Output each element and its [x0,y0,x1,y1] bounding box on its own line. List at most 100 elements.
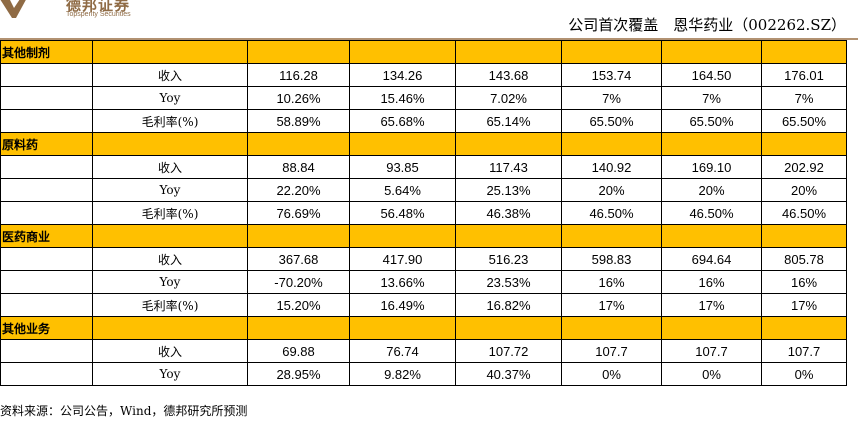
table-row: 收入 116.28 134.26 143.68 153.74 164.50 176.01 [0,63,847,87]
value-cell: 20% [761,178,847,202]
value-cell: 65.50% [761,109,847,133]
value-cell: 164.50 [661,63,762,87]
table-row: Yoy 22.20% 5.64% 25.13% 20% 20% 20% [0,178,847,202]
value-cell: 516.23 [455,247,562,271]
section-empty-cell [247,316,350,340]
row-empty-cell [0,63,93,87]
metric-label: 收入 [92,247,248,271]
section-name: 原料药 [0,132,93,156]
value-cell: 9.82% [349,362,456,386]
value-cell: 7% [661,86,762,110]
section-empty-cell [561,132,662,156]
page-header: 德邦证券 Topsperity Securities 公司首次覆盖 恩华药业（0… [0,0,858,40]
value-cell: 46.50% [661,201,762,225]
section-empty-cell [661,132,762,156]
section-name: 其他制剂 [0,40,93,64]
value-cell: 202.92 [761,155,847,179]
value-cell: 46.50% [561,201,662,225]
value-cell: 107.7 [761,339,847,363]
table-row: 毛利率(%) 15.20% 16.49% 16.82% 17% 17% 17% [0,293,847,317]
section-empty-cell [761,132,847,156]
table-row: Yoy 28.95% 9.82% 40.37% 0% 0% 0% [0,362,847,386]
value-cell: 23.53% [455,270,562,294]
value-cell: 0% [561,362,662,386]
metric-label: Yoy [92,86,248,110]
value-cell: 65.50% [561,109,662,133]
value-cell: 153.74 [561,63,662,87]
value-cell: 598.83 [561,247,662,271]
value-cell: 5.64% [349,178,456,202]
value-cell: 176.01 [761,63,847,87]
section-empty-cell [349,40,456,64]
metric-label: 收入 [92,339,248,363]
section-empty-cell [661,224,762,248]
section-empty-cell [561,224,662,248]
value-cell: 15.46% [349,86,456,110]
metric-label: 毛利率(%) [92,109,248,133]
value-cell: 56.48% [349,201,456,225]
value-cell: 7% [561,86,662,110]
value-cell: 20% [561,178,662,202]
table-row: 毛利率(%) 58.89% 65.68% 65.14% 65.50% 65.50% 65.5… [0,109,847,133]
metric-label: 毛利率(%) [92,293,248,317]
row-empty-cell [0,155,93,179]
metric-label: 收入 [92,63,248,87]
value-cell: 76.74 [349,339,456,363]
section-empty-cell [455,224,562,248]
section-empty-cell [349,132,456,156]
section-empty-cell [455,132,562,156]
section-empty-cell [247,224,350,248]
value-cell: 10.26% [247,86,350,110]
value-cell: 65.50% [661,109,762,133]
section-header-row: 其他制剂 [0,40,847,64]
value-cell: 69.88 [247,339,350,363]
table-row: 收入 69.88 76.74 107.72 107.7 107.7 107.7 [0,339,847,363]
brand-logo-icon [0,0,26,18]
value-cell: 143.68 [455,63,562,87]
value-cell: 16.82% [455,293,562,317]
value-cell: 0% [761,362,847,386]
value-cell: 46.38% [455,201,562,225]
header-divider [0,38,858,40]
row-empty-cell [0,86,93,110]
row-empty-cell [0,339,93,363]
section-empty-cell [247,132,350,156]
section-empty-cell [455,40,562,64]
section-empty-cell [561,316,662,340]
table-row: 收入 88.84 93.85 117.43 140.92 169.10 202.92 [0,155,847,179]
report-title: 公司首次覆盖 恩华药业（002262.SZ） [568,16,846,34]
row-empty-cell [0,247,93,271]
row-empty-cell [0,270,93,294]
section-empty-cell [92,40,248,64]
source-note: 资料来源：公司公告，Wind，德邦研究所预测 [0,404,248,418]
value-cell: 88.84 [247,155,350,179]
row-empty-cell [0,293,93,317]
brand-name-cn: 德邦证券 [66,0,131,14]
section-empty-cell [761,316,847,340]
table-body: 其他制剂 收入 116.28 134.26 143.68 153.74 164.50 176.… [0,40,847,386]
value-cell: 367.68 [247,247,350,271]
section-empty-cell [661,316,762,340]
metric-label: Yoy [92,270,248,294]
value-cell: 58.89% [247,109,350,133]
metric-label: Yoy [92,362,248,386]
section-empty-cell [92,316,248,340]
value-cell: 16% [561,270,662,294]
value-cell: 93.85 [349,155,456,179]
row-empty-cell [0,178,93,202]
value-cell: 0% [661,362,762,386]
value-cell: 65.14% [455,109,562,133]
section-empty-cell [455,316,562,340]
row-empty-cell [0,201,93,225]
section-empty-cell [761,224,847,248]
table-row: 收入 367.68 417.90 516.23 598.83 694.64 805.78 [0,247,847,271]
financial-forecast-table: 其他制剂 收入 116.28 134.26 143.68 153.74 164.50 176.… [0,40,847,386]
value-cell: 65.68% [349,109,456,133]
value-cell: 7.02% [455,86,562,110]
section-name: 其他业务 [0,316,93,340]
value-cell: 169.10 [661,155,762,179]
value-cell: 16% [761,270,847,294]
value-cell: 17% [661,293,762,317]
value-cell: 46.50% [761,201,847,225]
section-empty-cell [561,40,662,64]
